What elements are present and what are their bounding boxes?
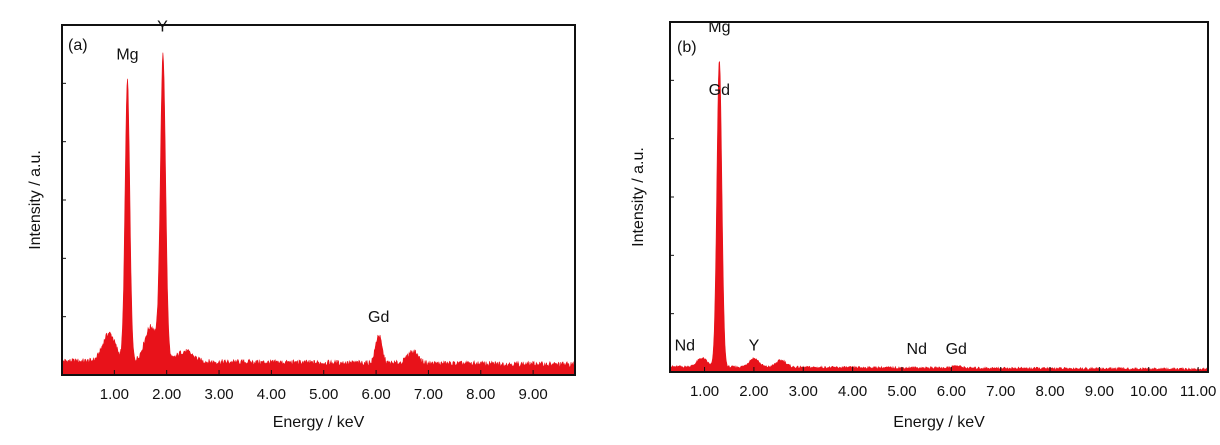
x-tick-label-b-1: 2.00 [739, 383, 768, 400]
y-axis-label-b: Intensity / a.u. [630, 147, 647, 247]
peak-label-b-gd-1: Gd [709, 82, 730, 99]
x-tick-label-a-6: 7.00 [414, 386, 443, 403]
x-tick-label-a-4: 5.00 [309, 386, 338, 403]
x-tick-label-b-9: 10.00 [1130, 383, 1168, 400]
x-tick-label-b-2: 3.00 [789, 383, 818, 400]
x-tick-label-a-3: 4.00 [257, 386, 286, 403]
peak-label-a-mg-0: Mg [116, 47, 138, 64]
x-tick-label-b-4: 5.00 [887, 383, 916, 400]
peak-label-a-gd-2: Gd [368, 309, 389, 326]
plot-frame-a [61, 24, 576, 376]
x-tick-label-a-7: 8.00 [466, 386, 495, 403]
peak-label-a-y-1: Y [157, 19, 168, 36]
x-tick-label-b-10: 11.00 [1180, 383, 1216, 400]
x-tick-label-b-0: 1.00 [690, 383, 719, 400]
spectrum-area-a [61, 52, 576, 376]
spectrum-area-b [669, 60, 1209, 373]
peak-label-b-y-3: Y [749, 338, 760, 355]
x-tick-label-a-8: 9.00 [519, 386, 548, 403]
y-axis-label-a: Intensity / a.u. [27, 150, 44, 250]
panel-label-a: (a) [68, 37, 88, 54]
x-tick-label-b-5: 6.00 [937, 383, 966, 400]
x-tick-label-b-6: 7.00 [986, 383, 1015, 400]
x-tick-label-b-7: 8.00 [1035, 383, 1064, 400]
panel-label-b: (b) [677, 39, 697, 56]
x-tick-label-a-2: 3.00 [204, 386, 233, 403]
peak-label-b-nd-2: Nd [675, 338, 695, 355]
peak-label-b-gd-5: Gd [946, 341, 967, 358]
x-tick-label-a-1: 2.00 [152, 386, 181, 403]
x-axis-label-a: Energy / keV [273, 414, 365, 431]
peak-label-b-mg-0: Mg [708, 19, 730, 36]
x-tick-label-a-0: 1.00 [100, 386, 129, 403]
x-axis-label-b: Energy / keV [893, 414, 985, 431]
peak-label-b-nd-4: Nd [907, 341, 927, 358]
x-tick-label-b-8: 9.00 [1085, 383, 1114, 400]
x-tick-label-a-5: 6.00 [361, 386, 390, 403]
plot-frame-b [669, 21, 1209, 373]
x-tick-label-b-3: 4.00 [838, 383, 867, 400]
